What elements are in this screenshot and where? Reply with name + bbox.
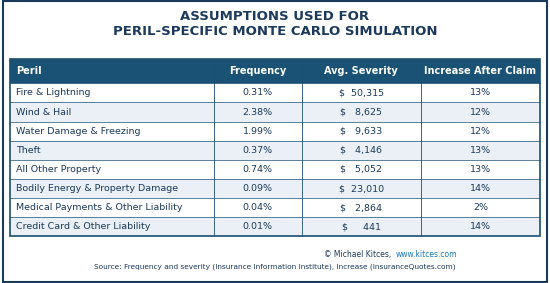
Text: Fire & Lightning: Fire & Lightning: [16, 88, 91, 97]
Text: 2%: 2%: [473, 203, 488, 212]
Bar: [10, 59, 540, 236]
Text: Theft: Theft: [16, 146, 41, 155]
Text: $   4,146: $ 4,146: [340, 146, 382, 155]
Text: $  50,315: $ 50,315: [339, 88, 384, 97]
Text: 13%: 13%: [470, 165, 491, 174]
Text: Peril: Peril: [16, 67, 42, 76]
Text: 13%: 13%: [470, 88, 491, 97]
Text: $   9,633: $ 9,633: [340, 127, 382, 136]
Text: 14%: 14%: [470, 184, 491, 193]
Text: Credit Card & Other Liability: Credit Card & Other Liability: [16, 222, 151, 231]
Text: 1.99%: 1.99%: [243, 127, 273, 136]
Text: 0.04%: 0.04%: [243, 203, 273, 212]
Text: 0.74%: 0.74%: [243, 165, 273, 174]
Text: ASSUMPTIONS USED FOR: ASSUMPTIONS USED FOR: [180, 10, 370, 23]
Text: $   2,864: $ 2,864: [340, 203, 382, 212]
Text: All Other Property: All Other Property: [16, 165, 102, 174]
Bar: [10, 198, 540, 217]
Bar: [10, 217, 540, 236]
Text: Bodily Energy & Property Damage: Bodily Energy & Property Damage: [16, 184, 179, 193]
Text: $   5,052: $ 5,052: [340, 165, 382, 174]
Text: Increase After Claim: Increase After Claim: [425, 67, 536, 76]
Text: Medical Payments & Other Liability: Medical Payments & Other Liability: [16, 203, 183, 212]
Bar: [10, 102, 540, 122]
Text: 12%: 12%: [470, 127, 491, 136]
Text: 0.09%: 0.09%: [243, 184, 273, 193]
Text: Source: Frequency and severity (Insurance Information Institute), Increase (Insu: Source: Frequency and severity (Insuranc…: [94, 264, 456, 270]
Text: $     441: $ 441: [342, 222, 381, 231]
Text: 0.01%: 0.01%: [243, 222, 273, 231]
Text: 14%: 14%: [470, 222, 491, 231]
Bar: [10, 141, 540, 160]
Text: PERIL-SPECIFIC MONTE CARLO SIMULATION: PERIL-SPECIFIC MONTE CARLO SIMULATION: [113, 25, 437, 38]
Text: Wind & Hail: Wind & Hail: [16, 108, 72, 117]
Bar: [10, 83, 540, 102]
Text: 13%: 13%: [470, 146, 491, 155]
Bar: [10, 179, 540, 198]
Bar: [10, 160, 540, 179]
Text: 0.37%: 0.37%: [243, 146, 273, 155]
Bar: [10, 59, 540, 83]
Text: Frequency: Frequency: [229, 67, 287, 76]
Text: $  23,010: $ 23,010: [339, 184, 384, 193]
Text: 2.38%: 2.38%: [243, 108, 273, 117]
Bar: [10, 122, 540, 141]
Text: $   8,625: $ 8,625: [340, 108, 382, 117]
Text: © Michael Kitces,: © Michael Kitces,: [324, 250, 396, 259]
Text: 0.31%: 0.31%: [243, 88, 273, 97]
Text: 12%: 12%: [470, 108, 491, 117]
Text: www.kitces.com: www.kitces.com: [396, 250, 458, 259]
Text: Water Damage & Freezing: Water Damage & Freezing: [16, 127, 141, 136]
Text: Avg. Severity: Avg. Severity: [324, 67, 398, 76]
